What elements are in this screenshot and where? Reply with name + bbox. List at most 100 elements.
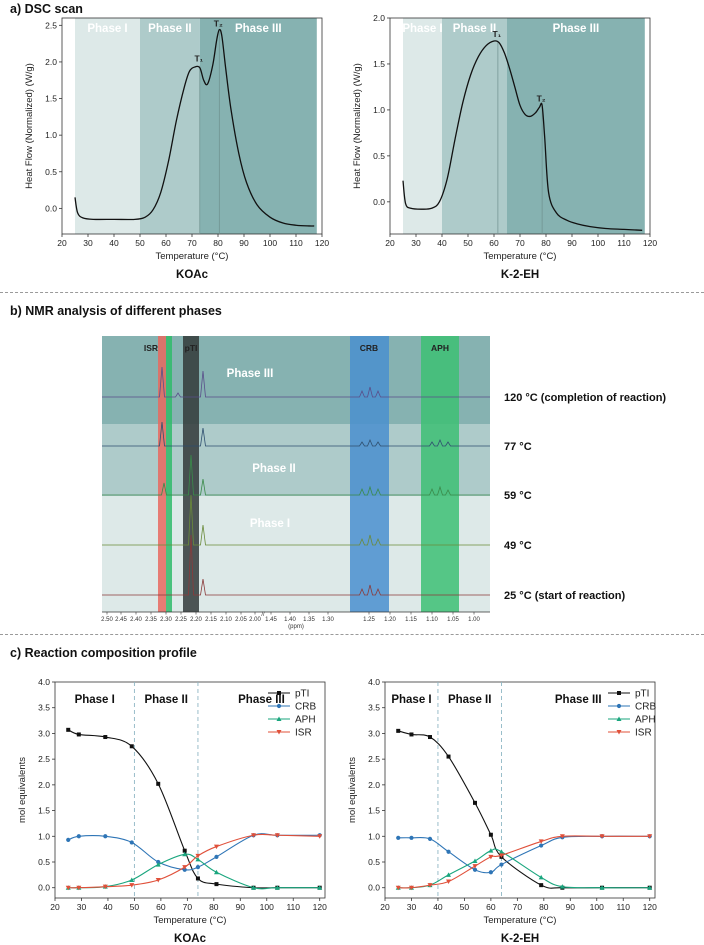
nmr-phase-label: Phase II: [252, 463, 295, 475]
divider-b-c: [0, 634, 704, 635]
x-tick-label: 70: [187, 238, 197, 248]
x-tick-label: 100: [263, 238, 277, 248]
data-point-isr: [76, 885, 82, 891]
nmr-tick-label: 2.50: [101, 617, 113, 623]
y-tick-label: 0.0: [45, 203, 57, 213]
x-tick-label: 110: [286, 902, 300, 912]
data-point-isr: [65, 885, 71, 891]
data-point-pti: [103, 735, 108, 740]
x-axis-label: Temperature (°C): [484, 251, 557, 262]
data-point-isr: [408, 885, 414, 891]
nmr-tick-label: 1.25: [363, 617, 375, 623]
x-tick-label: 50: [463, 238, 473, 248]
y-tick-label: 1.0: [45, 130, 57, 140]
nmr-phase-label: Phase III: [227, 368, 274, 380]
y-tick-label: 0.5: [38, 857, 50, 867]
data-point-isr: [129, 883, 135, 888]
x-tick-label: 20: [385, 238, 395, 248]
nmr-tick-label: 1.20: [384, 617, 396, 623]
phase-band: [140, 18, 200, 234]
data-point-pti: [428, 735, 432, 740]
x-tick-label: 40: [109, 238, 119, 248]
y-tick-label: 2.5: [368, 754, 380, 764]
y-tick-label: 1.5: [368, 806, 380, 816]
x-axis-label: Temperature (°C): [154, 915, 227, 926]
nmr-spectrum: [102, 421, 490, 447]
phase-label: Phase I: [75, 694, 115, 706]
x-tick-label: 70: [515, 238, 525, 248]
x-tick-label: 30: [83, 238, 93, 248]
nmr-tick-label: 2.30: [160, 617, 172, 623]
data-point-aph: [599, 885, 605, 890]
data-point-aph: [446, 872, 452, 877]
pti-band: [183, 336, 199, 612]
phase-label: Phase III: [238, 694, 285, 706]
data-point-isr: [182, 865, 188, 870]
phase-band: [442, 18, 507, 234]
nmr-tick-label: 1.45: [265, 617, 277, 623]
phase-label: Phase I: [391, 694, 431, 706]
data-point-aph: [213, 869, 219, 875]
data-point-crb: [66, 837, 71, 842]
nmr-tick-label: 1.40: [284, 617, 296, 623]
y-tick-label: 2.5: [38, 754, 50, 764]
y-tick-label: 2.0: [45, 57, 57, 67]
phase-label: Phase I: [87, 23, 127, 35]
x-tick-label: 80: [213, 238, 223, 248]
x-tick-label: 50: [130, 902, 140, 912]
nmr-temperature-label: 77 °C: [504, 441, 532, 453]
phase-label: Phase III: [555, 694, 602, 706]
transition-label: T₁: [493, 29, 502, 39]
data-point-crb: [472, 867, 478, 872]
y-tick-label: 0.5: [368, 857, 380, 867]
transition-label: T₁: [194, 54, 203, 64]
x-tick-label: 70: [513, 902, 523, 912]
data-point-aph: [195, 856, 201, 862]
x-tick-label: 30: [411, 238, 421, 248]
x-tick-label: 120: [643, 238, 657, 248]
data-point-isr: [599, 834, 605, 839]
data-point-isr: [647, 834, 653, 839]
isr-band: [158, 336, 166, 612]
nmr-temperature-label: 25 °C (start of reaction): [504, 590, 625, 602]
phase-label: Phase II: [453, 23, 496, 35]
y-tick-label: 1.5: [38, 806, 50, 816]
x-tick-label: 80: [539, 902, 549, 912]
phase-label: Phase II: [148, 23, 191, 35]
nmr-tick-label: 2.25: [175, 617, 187, 623]
dsc-curve: [402, 40, 643, 231]
legend-marker: [617, 691, 621, 695]
y-tick-label: 1.0: [368, 831, 380, 841]
y-tick-label: 0.5: [373, 151, 385, 161]
x-tick-label: 40: [103, 902, 113, 912]
nmr-spectrum: [102, 366, 490, 398]
x-tick-label: 90: [567, 238, 577, 248]
legend-label: pTI: [635, 689, 649, 700]
x-tick-label: 60: [161, 238, 171, 248]
nmr-tick-label: 2.00: [249, 617, 261, 623]
legend-marker: [276, 703, 282, 709]
data-point-aph: [498, 849, 504, 854]
x-tick-label: 110: [617, 238, 631, 248]
data-point-crb: [539, 843, 544, 848]
data-point-pti: [182, 848, 187, 853]
x-tick-label: 60: [489, 238, 499, 248]
x-tick-label: 110: [289, 238, 303, 248]
phase-band: [75, 18, 140, 234]
y-axis-label: Heat Flow (Normalized) (W/g): [352, 63, 363, 189]
y-tick-label: 2.0: [38, 780, 50, 790]
data-point-crb: [156, 859, 161, 865]
x-tick-label: 20: [50, 902, 60, 912]
data-point-pti: [396, 728, 401, 733]
x-axis-label: Temperature (°C): [484, 915, 557, 926]
nmr-tick-label: 2.40: [130, 617, 142, 623]
data-point-aph: [251, 885, 257, 890]
nmr-tick-label: 1.05: [447, 617, 459, 623]
x-tick-label: 40: [437, 238, 447, 248]
chart-caption: KOAc: [174, 933, 207, 945]
y-tick-label: 1.0: [38, 831, 50, 841]
band-label-pti: pTI: [185, 343, 198, 353]
data-point-crb: [76, 834, 81, 839]
nmr-phase-label: Phase I: [250, 518, 290, 530]
